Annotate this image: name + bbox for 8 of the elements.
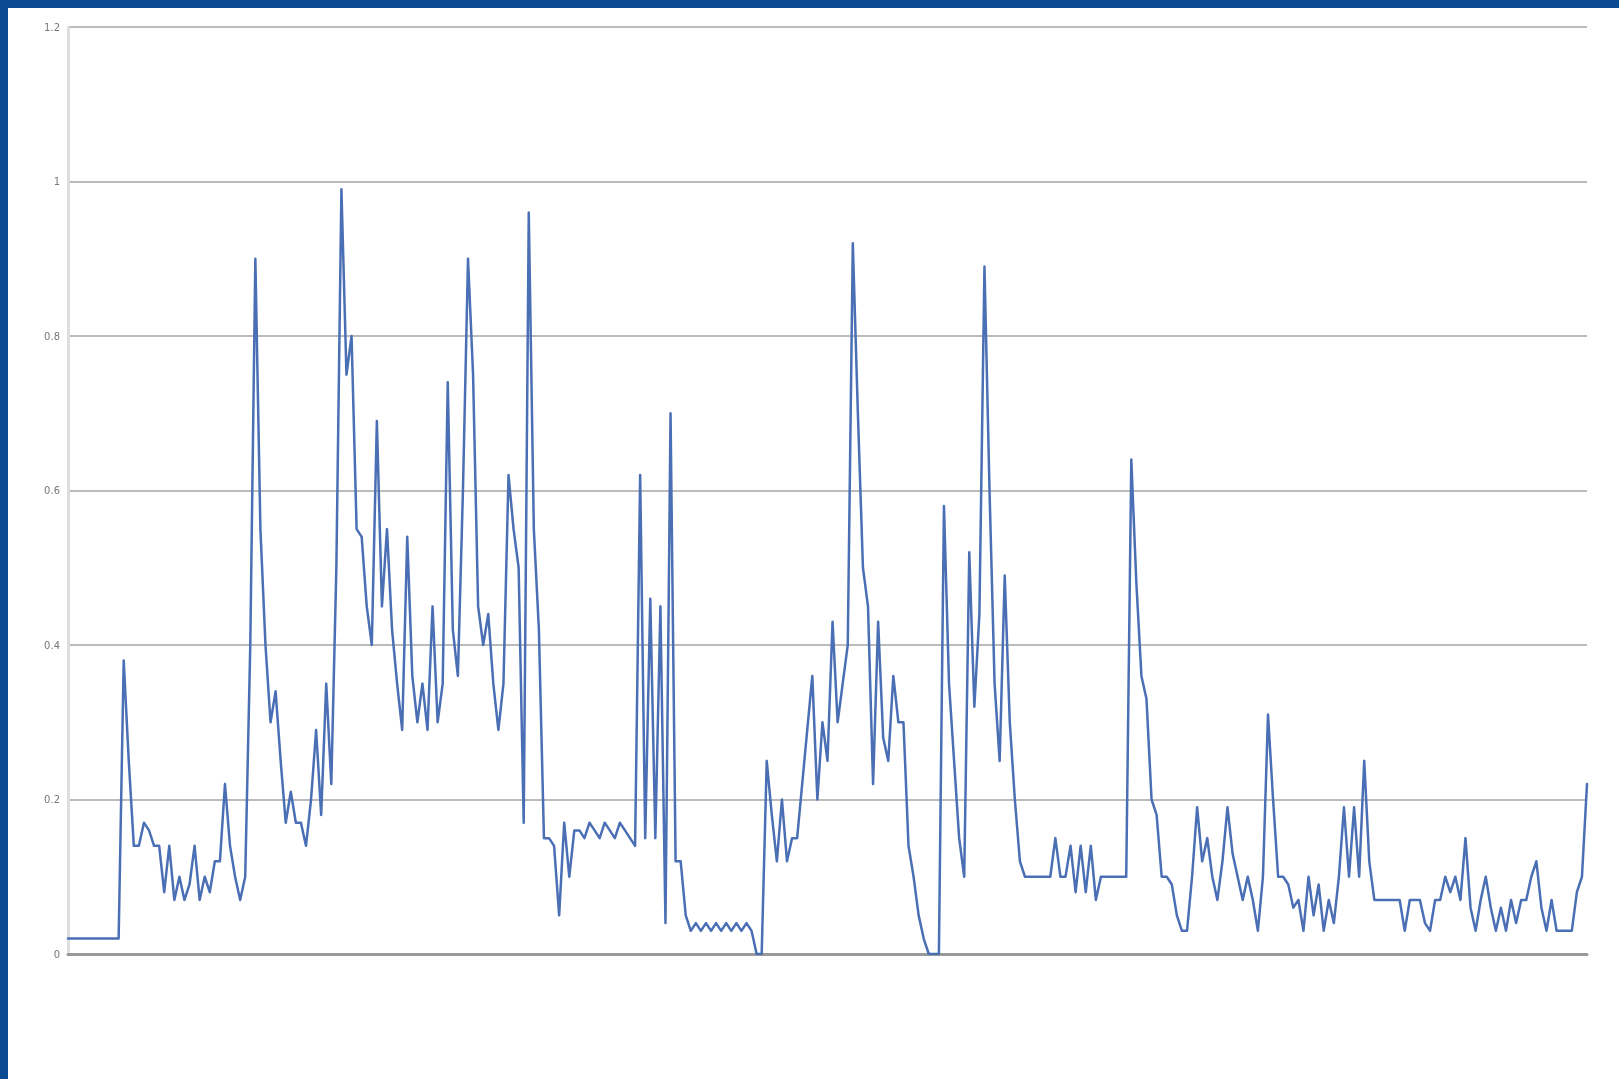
y-tick-label: 0.8 (44, 330, 60, 342)
y-tick-label: 0.2 (44, 794, 60, 805)
y-tick-label: 0 (53, 948, 60, 960)
y-tick-label: 1.2 (44, 21, 60, 33)
y-tick-label: 0.4 (44, 639, 60, 651)
line-series (66, 187, 1589, 956)
y-tick-label: 0.6 (44, 485, 60, 496)
y-tick-label: 1 (53, 176, 60, 187)
